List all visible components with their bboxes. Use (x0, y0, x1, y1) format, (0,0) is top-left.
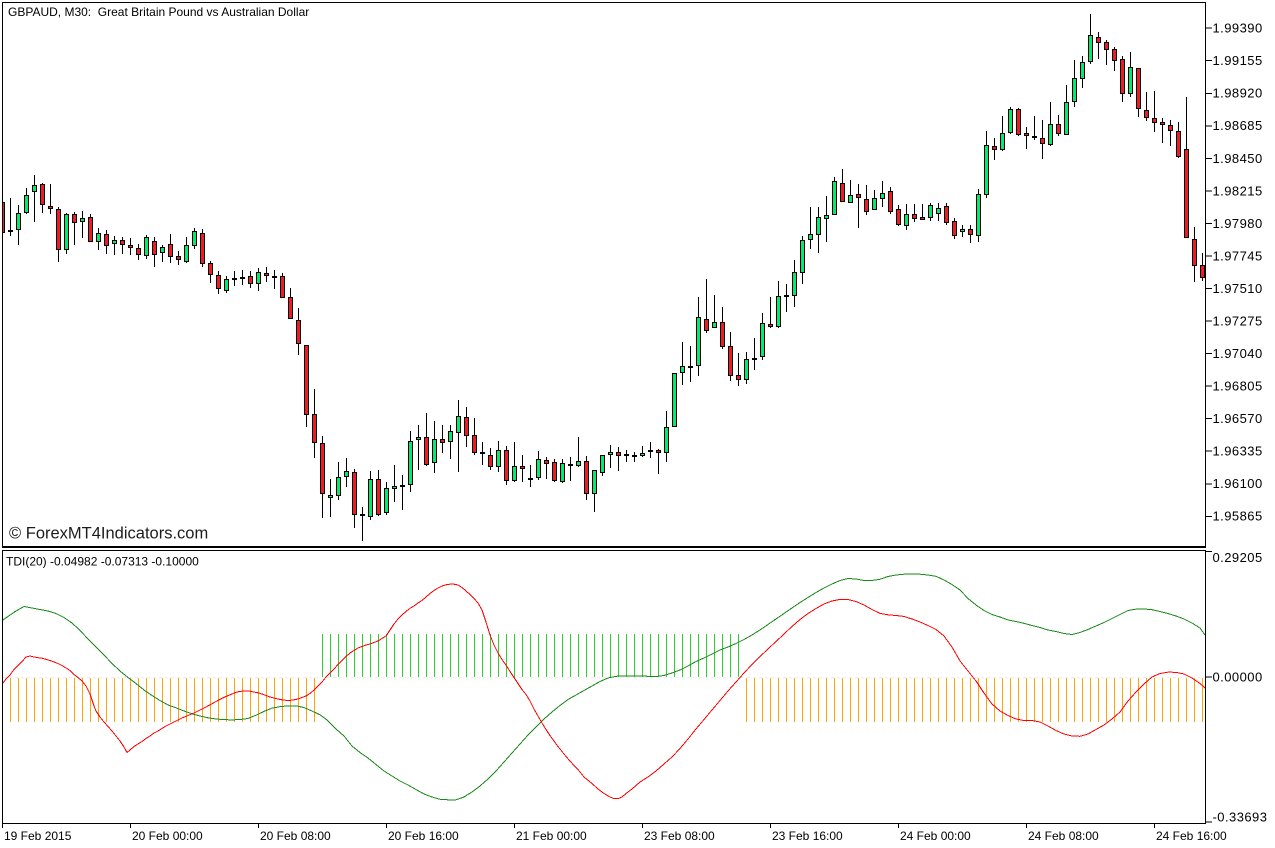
svg-text:1.98215: 1.98215 (1213, 183, 1263, 198)
svg-text:24 Feb 16:00: 24 Feb 16:00 (1156, 829, 1227, 843)
svg-text:1.97745: 1.97745 (1213, 248, 1263, 263)
svg-text:TDI(20) -0.04982 -0.07313 -0.1: TDI(20) -0.04982 -0.07313 -0.10000 (6, 555, 199, 569)
svg-text:1.96100: 1.96100 (1213, 476, 1263, 491)
svg-text:0.29205: 0.29205 (1213, 550, 1263, 565)
svg-text:23 Feb 16:00: 23 Feb 16:00 (772, 829, 843, 843)
svg-text:1.97275: 1.97275 (1213, 314, 1263, 329)
svg-text:© ForexMT4Indicators.com: © ForexMT4Indicators.com (9, 525, 208, 543)
svg-text:GBPAUD, M30: Great Britain Po: GBPAUD, M30: Great Britain Pound vs Aust… (8, 5, 309, 19)
svg-text:1.96570: 1.96570 (1213, 411, 1263, 426)
svg-text:1.99155: 1.99155 (1213, 53, 1263, 68)
svg-text:-0.33693: -0.33693 (1213, 810, 1268, 825)
svg-text:1.95865: 1.95865 (1213, 509, 1263, 524)
svg-text:1.97980: 1.97980 (1213, 216, 1263, 231)
svg-text:21 Feb 00:00: 21 Feb 00:00 (516, 829, 587, 843)
svg-text:1.96805: 1.96805 (1213, 379, 1263, 394)
svg-text:1.98920: 1.98920 (1213, 86, 1263, 101)
svg-text:1.98450: 1.98450 (1213, 151, 1263, 166)
svg-text:24 Feb 00:00: 24 Feb 00:00 (900, 829, 971, 843)
svg-text:1.96335: 1.96335 (1213, 444, 1263, 459)
svg-text:20 Feb 08:00: 20 Feb 08:00 (260, 829, 331, 843)
svg-text:20 Feb 00:00: 20 Feb 00:00 (132, 829, 203, 843)
svg-text:20 Feb 16:00: 20 Feb 16:00 (388, 829, 459, 843)
svg-text:1.97040: 1.97040 (1213, 346, 1263, 361)
svg-text:0.00000: 0.00000 (1213, 670, 1263, 685)
svg-text:24 Feb 08:00: 24 Feb 08:00 (1028, 829, 1099, 843)
svg-text:23 Feb 08:00: 23 Feb 08:00 (644, 829, 715, 843)
svg-text:1.99390: 1.99390 (1213, 21, 1263, 36)
svg-text:1.97510: 1.97510 (1213, 281, 1263, 296)
svg-text:1.98685: 1.98685 (1213, 118, 1263, 133)
svg-text:19 Feb 2015: 19 Feb 2015 (4, 829, 72, 843)
